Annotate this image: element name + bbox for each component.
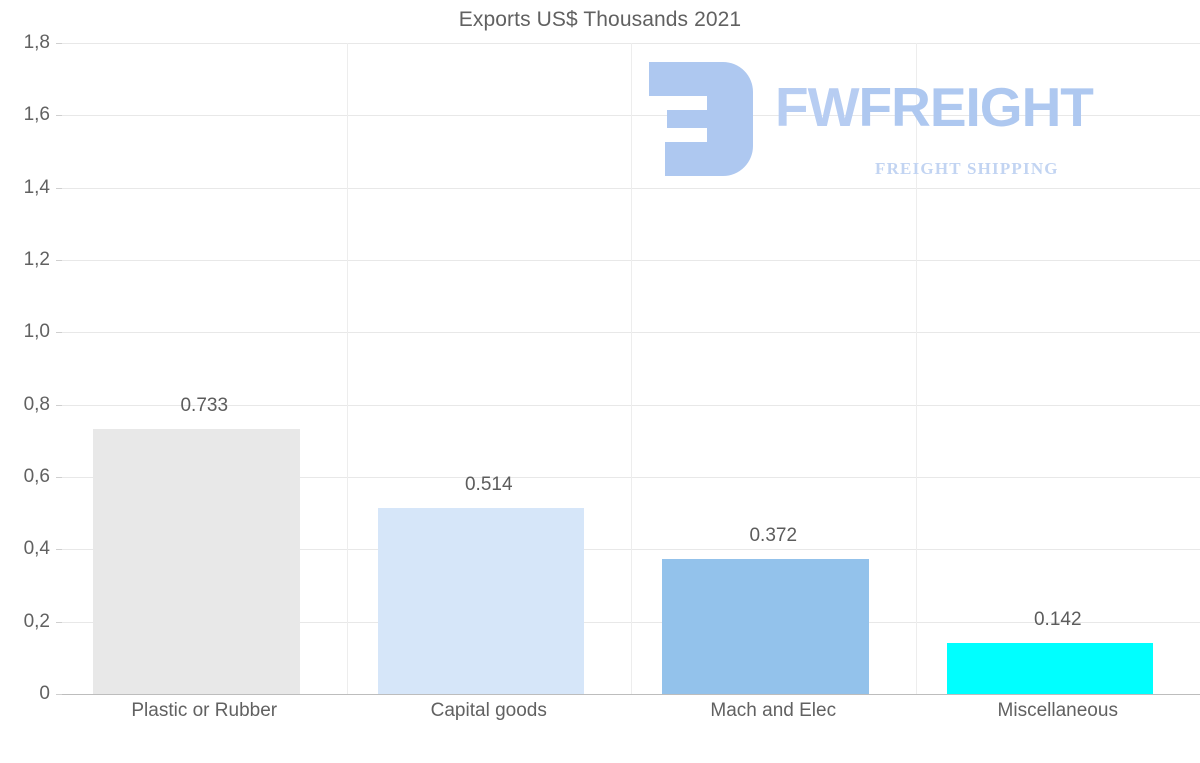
- y-axis-tick-label: 0,2: [23, 610, 50, 632]
- y-axis-tick-label: 1,2: [23, 249, 50, 270]
- y-axis-tick-label: 1,4: [23, 176, 50, 198]
- x-gridline: [346, 43, 348, 694]
- y-axis-tick-label: 1,6: [23, 104, 50, 126]
- y-axis-tick-mark: [56, 115, 62, 117]
- y-axis-tick-label: 0,8: [23, 393, 50, 415]
- x-gridline: [631, 43, 632, 694]
- bar[interactable]: [93, 428, 300, 694]
- bar-value-label: 0.372: [749, 525, 798, 547]
- bars-layer: 0.733 0.514 0.372 0.142: [62, 43, 1200, 694]
- bar-value-label: 0.514: [464, 474, 513, 496]
- y-axis-tick-mark: [56, 549, 62, 551]
- y-axis-tick-label: 1,8: [23, 32, 50, 53]
- x-axis: Plastic or Rubber Capital goods Mach and E…: [62, 700, 1200, 740]
- y-axis-tick-label: 0,6: [23, 466, 50, 487]
- plot-area: [62, 43, 1200, 695]
- x-axis-tick-label: Mach and Elec: [710, 700, 837, 721]
- bar-group[interactable]: 0.372: [631, 43, 916, 694]
- y-axis-tick-mark: [56, 621, 62, 623]
- bar-value-label: 0.733: [180, 394, 229, 416]
- x-axis-tick-label: Miscellaneous: [997, 700, 1118, 721]
- bar[interactable]: [946, 642, 1154, 694]
- y-axis-tick-mark: [56, 404, 62, 406]
- y-axis-tick-label: 1,0: [23, 321, 50, 343]
- x-axis-tick-label: Capital goods: [430, 700, 547, 721]
- y-axis-tick-mark: [56, 187, 62, 189]
- x-axis-tick-label: Plastic or Rubber: [131, 700, 278, 721]
- bar-group[interactable]: 0.142: [916, 43, 1200, 694]
- y-axis: 0 0,2 0,4 0,6 0,8 1,0 1,2 1,4 1,6 1,8: [0, 0, 62, 763]
- chart-title: Exports US$ Thousands 2021: [458, 8, 742, 31]
- bar-value-label: 0.142: [1033, 608, 1082, 630]
- bar[interactable]: [377, 508, 585, 694]
- y-axis-tick-mark: [56, 694, 62, 695]
- y-axis-tick-label: 0: [39, 683, 50, 704]
- bar-group[interactable]: 0.733: [62, 43, 347, 694]
- x-gridline: [915, 43, 917, 694]
- y-gridline: [62, 694, 1200, 695]
- bar-group[interactable]: 0.514: [347, 43, 632, 694]
- bar[interactable]: [662, 559, 869, 694]
- y-axis-tick-mark: [56, 260, 62, 261]
- y-axis-tick-mark: [56, 43, 62, 44]
- y-axis-tick-label: 0,4: [23, 538, 50, 560]
- y-axis-tick-mark: [56, 477, 62, 478]
- y-axis-tick-mark: [56, 332, 62, 334]
